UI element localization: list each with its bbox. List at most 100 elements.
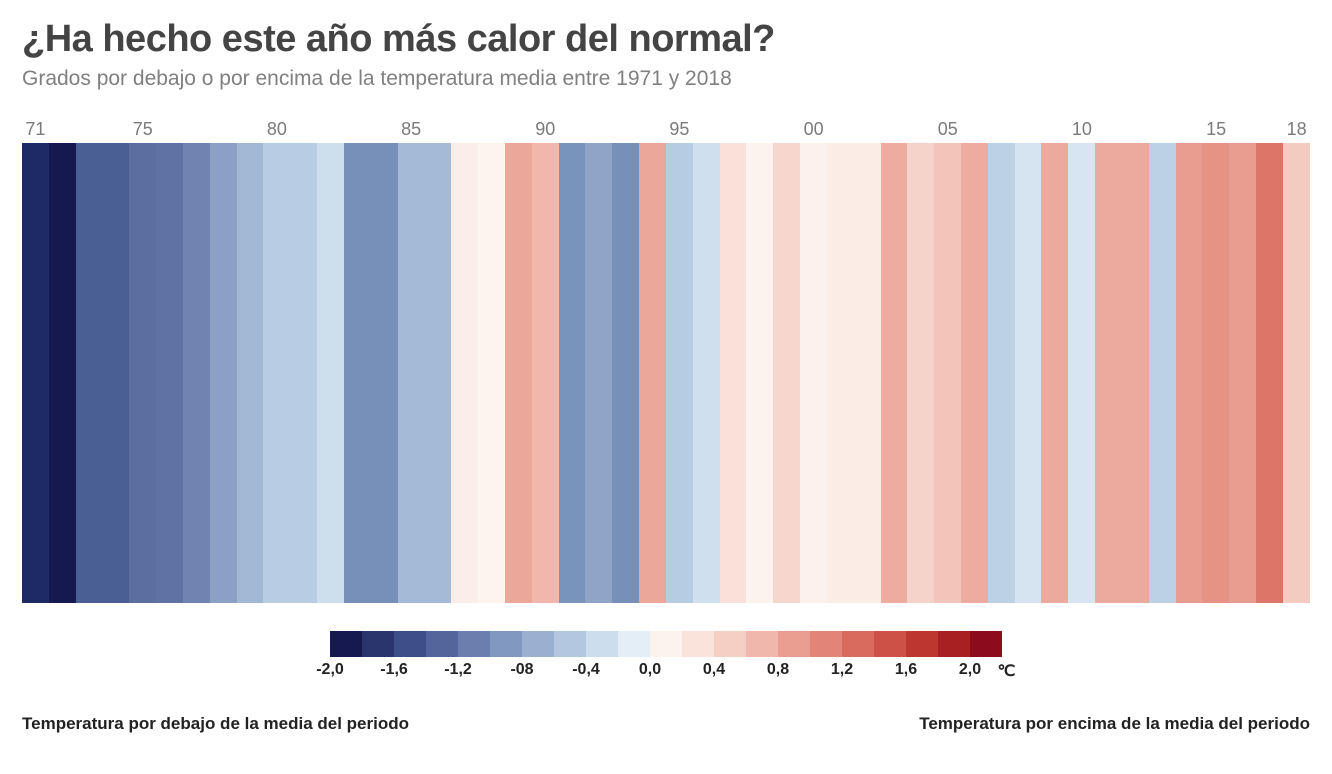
legend-cell: 0,8: [778, 631, 810, 657]
legend-tick-label: 1,6: [895, 661, 917, 679]
x-tick-1985: 85: [401, 119, 421, 140]
stripe-1985: [398, 143, 425, 603]
legend-cell: [810, 631, 842, 657]
legend-cell: [746, 631, 778, 657]
stripe-1983: [344, 143, 371, 603]
x-tick-1995: 95: [669, 119, 689, 140]
legend-cell: -0,4: [586, 631, 618, 657]
legend-cell: [682, 631, 714, 657]
x-tick-1971: 71: [25, 119, 45, 140]
stripe-2004: [907, 143, 934, 603]
stripe-2006: [961, 143, 988, 603]
x-tick-1975: 75: [133, 119, 153, 140]
legend-tick-label: 0,0: [639, 661, 661, 679]
stripe-1993: [612, 143, 639, 603]
x-tick-2010: 10: [1072, 119, 1092, 140]
stripe-1987: [451, 143, 478, 603]
legend-tick-label: -0,4: [572, 661, 600, 679]
chart-area: 71 75 80 85 90 95 00 05 10 15 18: [22, 119, 1310, 603]
legend-cell: -08: [522, 631, 554, 657]
stripe-1977: [183, 143, 210, 603]
stripe-1996: [693, 143, 720, 603]
stripe-1979: [237, 143, 264, 603]
stripe-2007: [988, 143, 1015, 603]
stripe-2016: [1229, 143, 1256, 603]
legend-tick-label: -08: [510, 661, 533, 679]
legend-cell: [618, 631, 650, 657]
stripe-2003: [881, 143, 908, 603]
below-average-label: Temperatura por debajo de la media del p…: [22, 714, 409, 734]
footer-labels: Temperatura por debajo de la media del p…: [22, 714, 1310, 734]
stripe-2011: [1095, 143, 1122, 603]
legend-cell: -1,6: [394, 631, 426, 657]
stripe-2015: [1202, 143, 1229, 603]
stripe-2010: [1068, 143, 1095, 603]
legend-tick-label: 0,8: [767, 661, 789, 679]
chart-subtitle: Grados por debajo o por encima de la tem…: [22, 67, 1310, 91]
stripe-2005: [934, 143, 961, 603]
stripe-1971: [22, 143, 49, 603]
stripe-2018: [1283, 143, 1310, 603]
stripe-1991: [559, 143, 586, 603]
legend-cell: -1,2: [458, 631, 490, 657]
stripe-2009: [1041, 143, 1068, 603]
stripe-1974: [102, 143, 129, 603]
stripe-1994: [639, 143, 666, 603]
stripe-1980: [263, 143, 290, 603]
legend-cell: -2,0: [330, 631, 362, 657]
above-average-label: Temperatura por encima de la media del p…: [919, 714, 1310, 734]
x-tick-1990: 90: [535, 119, 555, 140]
stripe-1984: [371, 143, 398, 603]
x-tick-2005: 05: [938, 119, 958, 140]
legend-cell: 0,4: [714, 631, 746, 657]
legend-cell: [554, 631, 586, 657]
legend-cell: [874, 631, 906, 657]
stripe-1982: [317, 143, 344, 603]
stripe-1976: [156, 143, 183, 603]
stripe-1998: [746, 143, 773, 603]
stripe-1989: [505, 143, 532, 603]
stripe-1978: [210, 143, 237, 603]
legend-tick-label: 1,2: [831, 661, 853, 679]
legend: -2,0 -1,6 -1,2 -08 -0,4 0,0 0,4 0,8 1,2 1,6 2,0℃: [22, 631, 1310, 662]
stripe-1988: [478, 143, 505, 603]
stripe-2017: [1256, 143, 1283, 603]
legend-scale: -2,0 -1,6 -1,2 -08 -0,4 0,0 0,4 0,8 1,2 1,6 2,0℃: [330, 631, 1002, 657]
legend-cell: [938, 631, 970, 657]
stripe-1986: [424, 143, 451, 603]
stripe-1975: [129, 143, 156, 603]
legend-cell: [362, 631, 394, 657]
x-tick-2015: 15: [1206, 119, 1226, 140]
legend-cell: 2,0℃: [970, 631, 1002, 657]
stripe-1997: [720, 143, 747, 603]
legend-cell: [426, 631, 458, 657]
legend-tick-label: -1,2: [444, 661, 472, 679]
warming-stripes: [22, 143, 1310, 603]
stripe-2000: [800, 143, 827, 603]
stripe-1981: [290, 143, 317, 603]
stripe-1973: [76, 143, 103, 603]
stripe-2008: [1015, 143, 1042, 603]
x-tick-1980: 80: [267, 119, 287, 140]
x-tick-2000: 00: [804, 119, 824, 140]
stripe-2012: [1122, 143, 1149, 603]
legend-tick-label: -2,0: [316, 661, 344, 679]
legend-cell: [490, 631, 522, 657]
stripe-1990: [532, 143, 559, 603]
legend-cell: 0,0: [650, 631, 682, 657]
stripe-1972: [49, 143, 76, 603]
stripe-2013: [1149, 143, 1176, 603]
x-axis: 71 75 80 85 90 95 00 05 10 15 18: [22, 119, 1310, 143]
legend-cell: 1,6: [906, 631, 938, 657]
legend-unit-label: ℃: [998, 661, 1016, 681]
stripe-1992: [585, 143, 612, 603]
stripe-2001: [827, 143, 854, 603]
stripe-1999: [773, 143, 800, 603]
stripe-2002: [854, 143, 881, 603]
legend-tick-label: 0,4: [703, 661, 725, 679]
stripe-2014: [1176, 143, 1203, 603]
chart-page: ¿Ha hecho este año más calor del normal?…: [0, 0, 1332, 774]
chart-title: ¿Ha hecho este año más calor del normal?: [22, 18, 1310, 61]
legend-cell: 1,2: [842, 631, 874, 657]
x-tick-2018: 18: [1287, 119, 1307, 140]
